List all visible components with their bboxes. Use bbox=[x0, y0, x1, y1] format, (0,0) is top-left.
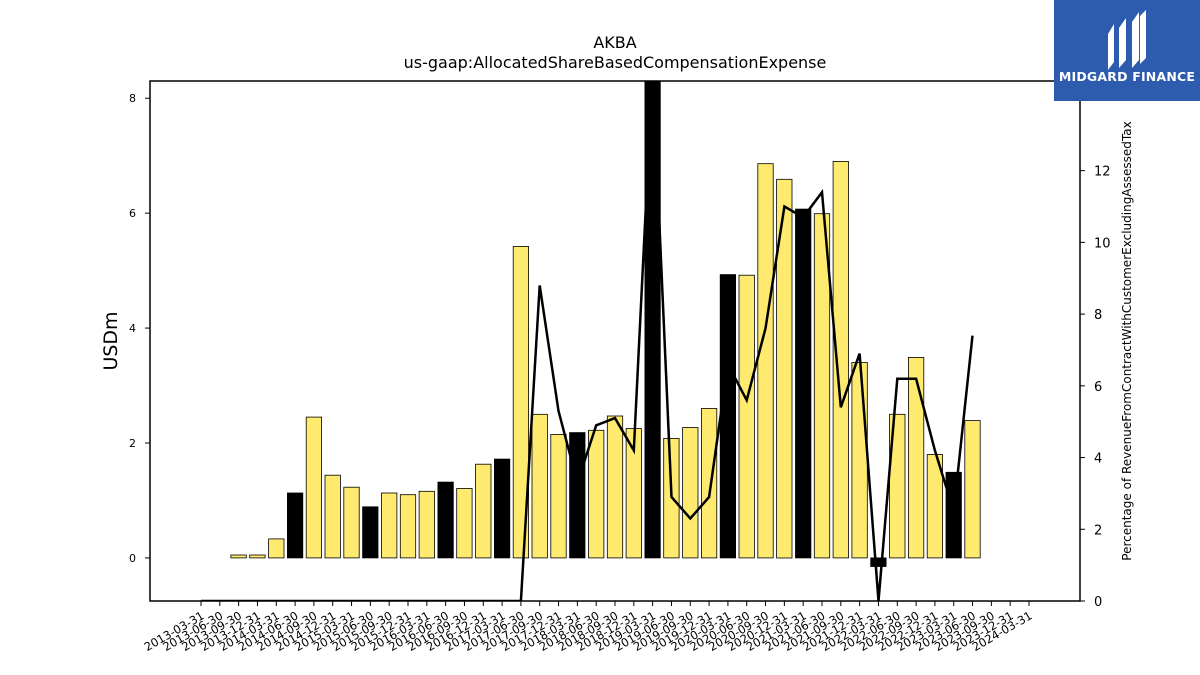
bar bbox=[606, 415, 624, 559]
bar bbox=[512, 246, 530, 559]
bar bbox=[719, 274, 737, 559]
bar bbox=[644, 80, 661, 559]
bar bbox=[268, 538, 285, 559]
bar bbox=[701, 408, 718, 559]
y-axis-label: USDm bbox=[100, 311, 122, 370]
bar bbox=[832, 160, 849, 559]
bar bbox=[305, 416, 323, 559]
bar bbox=[324, 474, 341, 559]
y-tick-label: 8 bbox=[129, 92, 136, 105]
y2-tick-label: 0 bbox=[1094, 595, 1102, 610]
bar bbox=[870, 557, 887, 567]
bar bbox=[381, 492, 398, 559]
y2-tick-label: 12 bbox=[1094, 165, 1111, 180]
y2-tick-label: 2 bbox=[1094, 523, 1102, 538]
x-axis: 2013-03-312013-06-302013-09-302013-12-31… bbox=[142, 601, 1035, 654]
bar bbox=[249, 554, 266, 559]
bars-layer bbox=[230, 80, 981, 567]
bar bbox=[908, 356, 925, 559]
logo-text: MIDGARD FINANCE bbox=[1058, 69, 1196, 84]
chart-subtitle: us-gaap:AllocatedShareBasedCompensationE… bbox=[404, 53, 827, 72]
midgard-logo-icon bbox=[1108, 10, 1146, 70]
y-tick-label: 4 bbox=[129, 322, 136, 335]
bar bbox=[550, 433, 567, 559]
bar bbox=[795, 208, 812, 559]
y-tick-label: 6 bbox=[129, 207, 136, 220]
bar bbox=[475, 463, 492, 559]
y2-tick-label: 8 bbox=[1094, 308, 1102, 323]
bar bbox=[889, 413, 906, 559]
bar bbox=[230, 554, 247, 559]
bar bbox=[945, 471, 962, 559]
chart-title: AKBA bbox=[593, 33, 636, 52]
y2-tick-label: 10 bbox=[1094, 236, 1111, 251]
bar bbox=[437, 481, 454, 559]
midgard-finance-logo: MIDGARD FINANCE bbox=[1054, 0, 1200, 101]
bar bbox=[456, 487, 473, 559]
line-layer bbox=[201, 81, 974, 601]
bar bbox=[362, 506, 379, 559]
bar bbox=[964, 420, 981, 559]
bar bbox=[531, 413, 548, 559]
bar bbox=[738, 274, 755, 559]
y2-axis-label: Percentage of RevenueFromContractWithCus… bbox=[1120, 121, 1134, 560]
bar bbox=[343, 486, 360, 559]
bar bbox=[776, 178, 793, 559]
bar bbox=[757, 163, 774, 559]
bar bbox=[493, 458, 511, 559]
y-tick-label: 0 bbox=[129, 552, 136, 565]
y-axis-left: 0 2 4 6 8 bbox=[129, 92, 150, 565]
bar bbox=[682, 427, 699, 559]
bar bbox=[418, 490, 435, 559]
y2-tick-label: 6 bbox=[1094, 380, 1102, 395]
bar bbox=[286, 492, 304, 559]
bar bbox=[813, 213, 831, 559]
y-axis-right: 0 2 4 6 8 10 12 bbox=[1080, 165, 1111, 610]
bar bbox=[399, 494, 417, 559]
y-tick-label: 2 bbox=[129, 437, 136, 450]
bar bbox=[569, 432, 586, 559]
y2-tick-label: 4 bbox=[1094, 452, 1102, 467]
series-line bbox=[201, 81, 974, 601]
bar bbox=[851, 362, 868, 559]
bar bbox=[588, 429, 605, 559]
